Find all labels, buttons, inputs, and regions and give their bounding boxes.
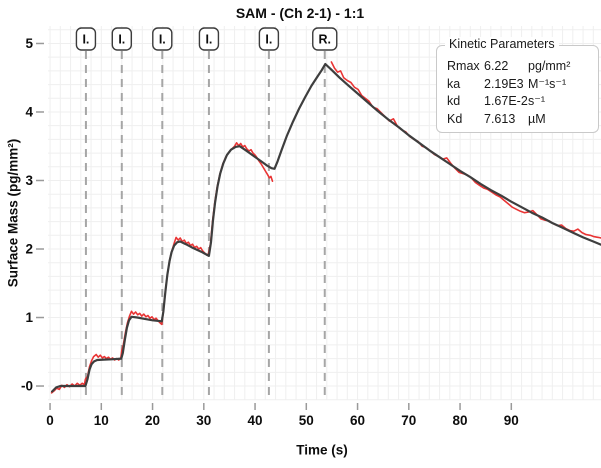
kinetic-parameters-table: Rmax 6.22 pg/mm² ka 2.19E3 M⁻¹s⁻¹ kd 1.67E-2 s⁻¹… [437,46,598,128]
y-tick-label: 5 [25,36,33,51]
x-tick-label: 80 [453,413,468,428]
x-tick-label: 70 [401,413,416,428]
event-label-box [111,27,133,51]
y-tick-label: 2 [25,242,33,257]
kinetic-parameters-panel: Kinetic Parameters Rmax 6.22 pg/mm² ka 2.19E… [436,37,599,133]
kinetic-param-label: kd [447,94,461,108]
kinetic-param-value: 2.19E3 [484,76,524,91]
chart-title: SAM - (Ch 2-1) - 1:1 [235,5,365,21]
kinetic-param-value: 1.67E-2 [484,94,528,108]
y-tick-label: 1 [25,310,33,325]
event-label: I. [205,33,212,47]
y-tick-label: 3 [25,173,33,188]
event-label-box [258,27,280,51]
x-tick-label: 10 [94,413,109,428]
kinetic-param-unit: M⁻¹s⁻¹ [528,76,567,91]
event-label: I. [118,33,125,47]
x-tick-label: 40 [248,413,263,428]
kinetic-param-value: 7.613 [484,111,516,126]
series-measured [50,142,274,394]
event-label: I. [82,33,89,47]
event-label-box [312,27,338,51]
event-label-box [75,27,97,51]
event-label: R. [319,33,332,47]
kinetic-param-unit: µM [528,111,546,126]
event-label: I. [159,33,166,47]
x-axis-label: Time (s) [296,442,348,458]
x-tick-label: 20 [145,413,160,428]
x-tick-label: 50 [299,413,314,428]
event-label-box [198,27,220,51]
kinetic-param-unit: s⁻¹ [528,94,546,108]
event-label: I. [265,33,272,47]
kinetic-param-label: Rmax [447,59,480,73]
kinetic-param-value: 6.22 [484,59,509,73]
y-axis-label: Surface Mass (pg/mm²) [5,138,21,288]
kinetic-param-label: Kd [447,111,463,126]
kinetic-param-unit: pg/mm² [528,59,571,73]
series-fit [50,62,601,393]
y-tick-label: 4 [25,104,33,119]
kinetic-param-label: ka [447,76,461,91]
x-tick-label: 0 [46,413,54,428]
x-tick-label: 90 [504,413,519,428]
x-tick-label: 60 [350,413,365,428]
y-tick-label: -0 [21,379,33,394]
kinetic-parameters-title: Kinetic Parameters [445,37,559,51]
x-tick-label: 30 [196,413,211,428]
event-label-box [152,27,173,51]
